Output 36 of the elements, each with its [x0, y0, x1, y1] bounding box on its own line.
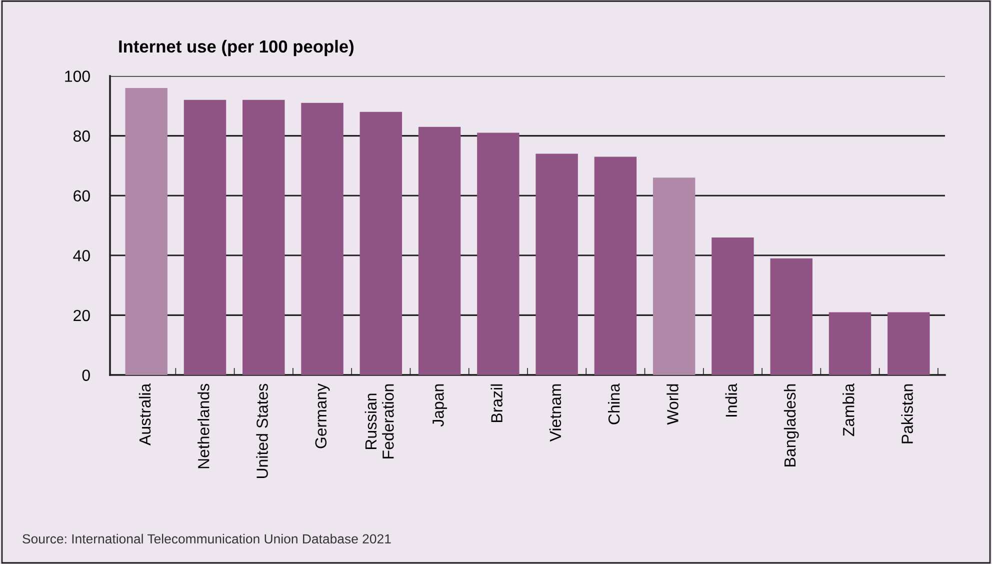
- bar: [594, 156, 637, 375]
- bar: [418, 126, 461, 375]
- bar: [888, 312, 930, 375]
- bar: [770, 258, 812, 375]
- x-tick-label: Netherlands: [198, 384, 210, 468]
- x-tick-label: Japan: [432, 384, 447, 427]
- chart-title: Internet use (per 100 people): [119, 40, 354, 56]
- x-tick-label: World: [666, 384, 678, 425]
- y-tick-label: 80: [73, 130, 90, 142]
- y-tick-label: 60: [74, 190, 90, 202]
- x-tick-label: Russian Federation: [364, 384, 394, 458]
- x-tick-label: Pakistan: [901, 384, 913, 444]
- bar: [712, 237, 754, 375]
- y-tick-label: 40: [73, 250, 90, 262]
- y-tick-label: 100: [65, 70, 90, 82]
- x-tick-label: China: [608, 383, 620, 424]
- x-tick-label: India: [725, 383, 738, 416]
- bar: [828, 312, 872, 375]
- bar: [477, 132, 520, 375]
- x-tick-label: Germany: [315, 383, 330, 448]
- x-tick-label: United States: [256, 384, 268, 478]
- bar: [301, 102, 344, 375]
- y-tick-label: 0: [82, 370, 90, 381]
- bar: [125, 88, 168, 375]
- source-note: Source: International Telecommunication Union Database 2021: [22, 534, 391, 544]
- bar: [184, 100, 226, 375]
- x-tick-label: Australia: [138, 383, 151, 446]
- x-tick-label: Zambia: [842, 383, 854, 436]
- bar: [652, 178, 696, 375]
- x-tick-label: Brazil: [490, 384, 502, 422]
- y-tick-label: 20: [74, 310, 90, 322]
- x-tick-label: Bangladesh: [784, 384, 799, 466]
- x-tick-label: Vietnam: [549, 384, 562, 442]
- bar: [360, 112, 402, 375]
- bar: [242, 100, 285, 375]
- bar: [536, 154, 578, 375]
